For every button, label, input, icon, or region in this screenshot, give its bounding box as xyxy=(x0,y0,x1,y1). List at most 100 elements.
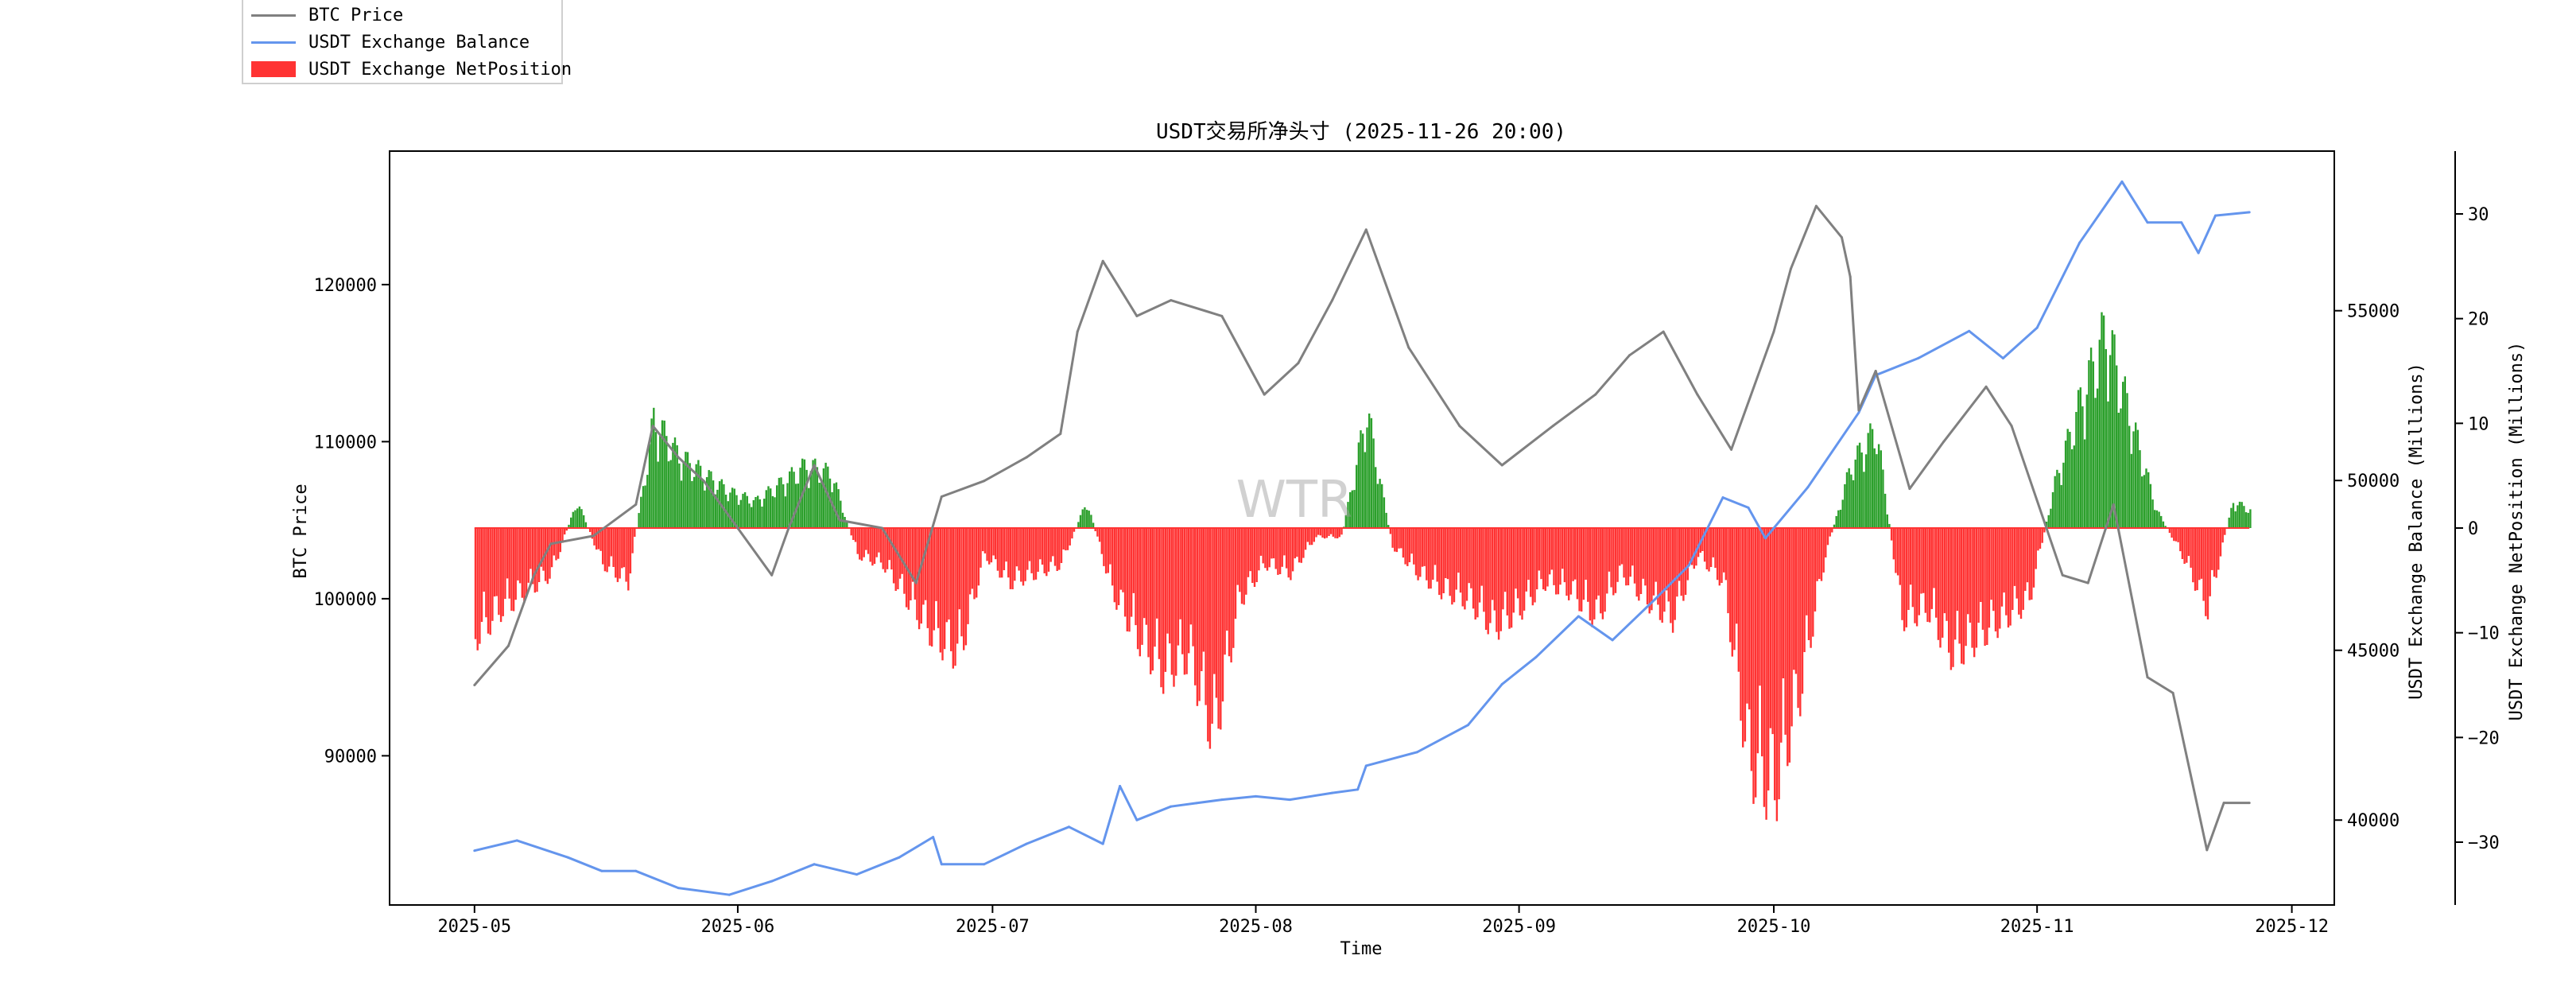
netposition-bar xyxy=(570,517,572,528)
netposition-bar xyxy=(1274,528,1277,569)
netposition-bar xyxy=(1680,528,1682,596)
netposition-bar xyxy=(1954,528,1957,640)
netposition-bar xyxy=(1272,528,1275,559)
netposition-bar xyxy=(2187,528,2190,557)
netposition-bar xyxy=(1582,528,1585,600)
netposition-bar xyxy=(1391,528,1394,548)
usdt-balance-point xyxy=(2078,241,2081,244)
usdt-balance-point xyxy=(1415,751,1418,754)
netposition-bar xyxy=(1593,528,1596,619)
usdt-balance-point xyxy=(983,863,986,866)
netposition-bar xyxy=(828,478,832,528)
netposition-bar xyxy=(1644,528,1647,586)
netposition-bar xyxy=(1794,528,1798,674)
netposition-bar xyxy=(583,515,585,528)
netposition-bar xyxy=(2089,348,2093,528)
netposition-bar xyxy=(1302,528,1305,558)
btc-price-point xyxy=(1628,354,1631,357)
netposition-bar xyxy=(1924,528,1926,613)
netposition-bar xyxy=(767,486,770,528)
netposition-bar xyxy=(1291,528,1294,572)
netposition-bar xyxy=(1888,523,1891,528)
usdt-balance-point xyxy=(770,880,774,883)
netposition-bar xyxy=(644,485,646,528)
netposition-bar xyxy=(2005,528,2008,616)
netposition-bar xyxy=(1867,433,1869,528)
netposition-bar xyxy=(1436,528,1438,582)
netposition-bar xyxy=(1179,528,1181,619)
netposition-bar xyxy=(574,510,576,528)
netposition-bar xyxy=(714,494,716,528)
netposition-bar xyxy=(1166,528,1169,634)
netposition-bar xyxy=(1620,528,1624,565)
netposition-bar xyxy=(1202,528,1205,652)
netposition-bar xyxy=(2000,528,2004,607)
netposition-bar xyxy=(1207,528,1209,742)
netposition-bar xyxy=(2126,393,2128,528)
netposition-bar xyxy=(863,528,865,557)
netposition-bar xyxy=(555,528,557,561)
netposition-bar xyxy=(1387,525,1390,528)
netposition-bar xyxy=(1503,528,1507,592)
netposition-bar xyxy=(977,528,980,586)
netposition-bar xyxy=(937,528,940,628)
netposition-bar xyxy=(2003,528,2005,593)
netposition-bar xyxy=(1803,528,1806,652)
netposition-bar xyxy=(733,488,735,528)
netposition-bar xyxy=(1226,528,1228,631)
netposition-bar xyxy=(1253,528,1256,587)
netposition-bar xyxy=(999,528,1001,578)
netposition-bar xyxy=(1810,528,1812,648)
netposition-bar xyxy=(1170,528,1174,675)
netposition-bar xyxy=(1211,528,1213,724)
netposition-bar xyxy=(1926,528,1929,622)
netposition-bar xyxy=(1899,528,1901,585)
netposition-bar xyxy=(1334,528,1336,538)
y-right2-tick-label: 20 xyxy=(2468,310,2489,330)
btc-price-point xyxy=(1331,299,1334,302)
netposition-bar xyxy=(1882,469,1884,528)
btc-price-point xyxy=(1874,370,1877,372)
netposition-bar xyxy=(935,528,937,601)
netposition-bar xyxy=(2147,472,2150,528)
netposition-bar xyxy=(653,407,655,528)
netposition-bar xyxy=(952,528,954,669)
usdt-balance-layer xyxy=(473,180,2251,896)
netposition-bar xyxy=(2186,528,2188,563)
netposition-bar xyxy=(2022,528,2024,610)
netposition-bar xyxy=(1935,528,1938,618)
netposition-bar xyxy=(1531,528,1534,606)
netposition-bar xyxy=(1587,528,1589,602)
btc-price-point xyxy=(1220,314,1224,317)
netposition-bar xyxy=(616,528,619,582)
netposition-bar xyxy=(678,463,681,528)
netposition-bar xyxy=(1967,528,1969,615)
netposition-bar xyxy=(1775,528,1779,821)
netposition-bar xyxy=(1521,528,1523,620)
usdt-balance-point xyxy=(1611,639,1614,642)
netposition-bar xyxy=(1015,528,1018,567)
netposition-bar xyxy=(2109,355,2112,528)
netposition-bar xyxy=(835,482,838,528)
netposition-bar xyxy=(572,511,574,528)
netposition-bar xyxy=(608,528,611,567)
netposition-bar xyxy=(1128,528,1131,632)
netposition-bar xyxy=(697,460,700,528)
netposition-bar xyxy=(816,467,819,528)
netposition-bar xyxy=(531,528,534,584)
netposition-bar xyxy=(1718,528,1721,586)
netposition-bar xyxy=(1340,528,1343,535)
netposition-bar xyxy=(493,528,496,597)
netposition-bar xyxy=(976,528,978,598)
netposition-bar xyxy=(1487,528,1489,635)
netposition-bar xyxy=(603,528,607,572)
netposition-bar xyxy=(480,528,483,622)
legend-swatch-btc-price xyxy=(251,14,296,17)
legend-label-usdt-balance: USDT Exchange Balance xyxy=(308,32,530,52)
netposition-bar xyxy=(2174,528,2178,542)
netposition-bar xyxy=(2135,422,2137,528)
usdt-balance-point xyxy=(1025,842,1028,845)
netposition-bar xyxy=(786,483,789,528)
netposition-bar xyxy=(1778,528,1780,800)
netposition-bar xyxy=(948,528,950,620)
